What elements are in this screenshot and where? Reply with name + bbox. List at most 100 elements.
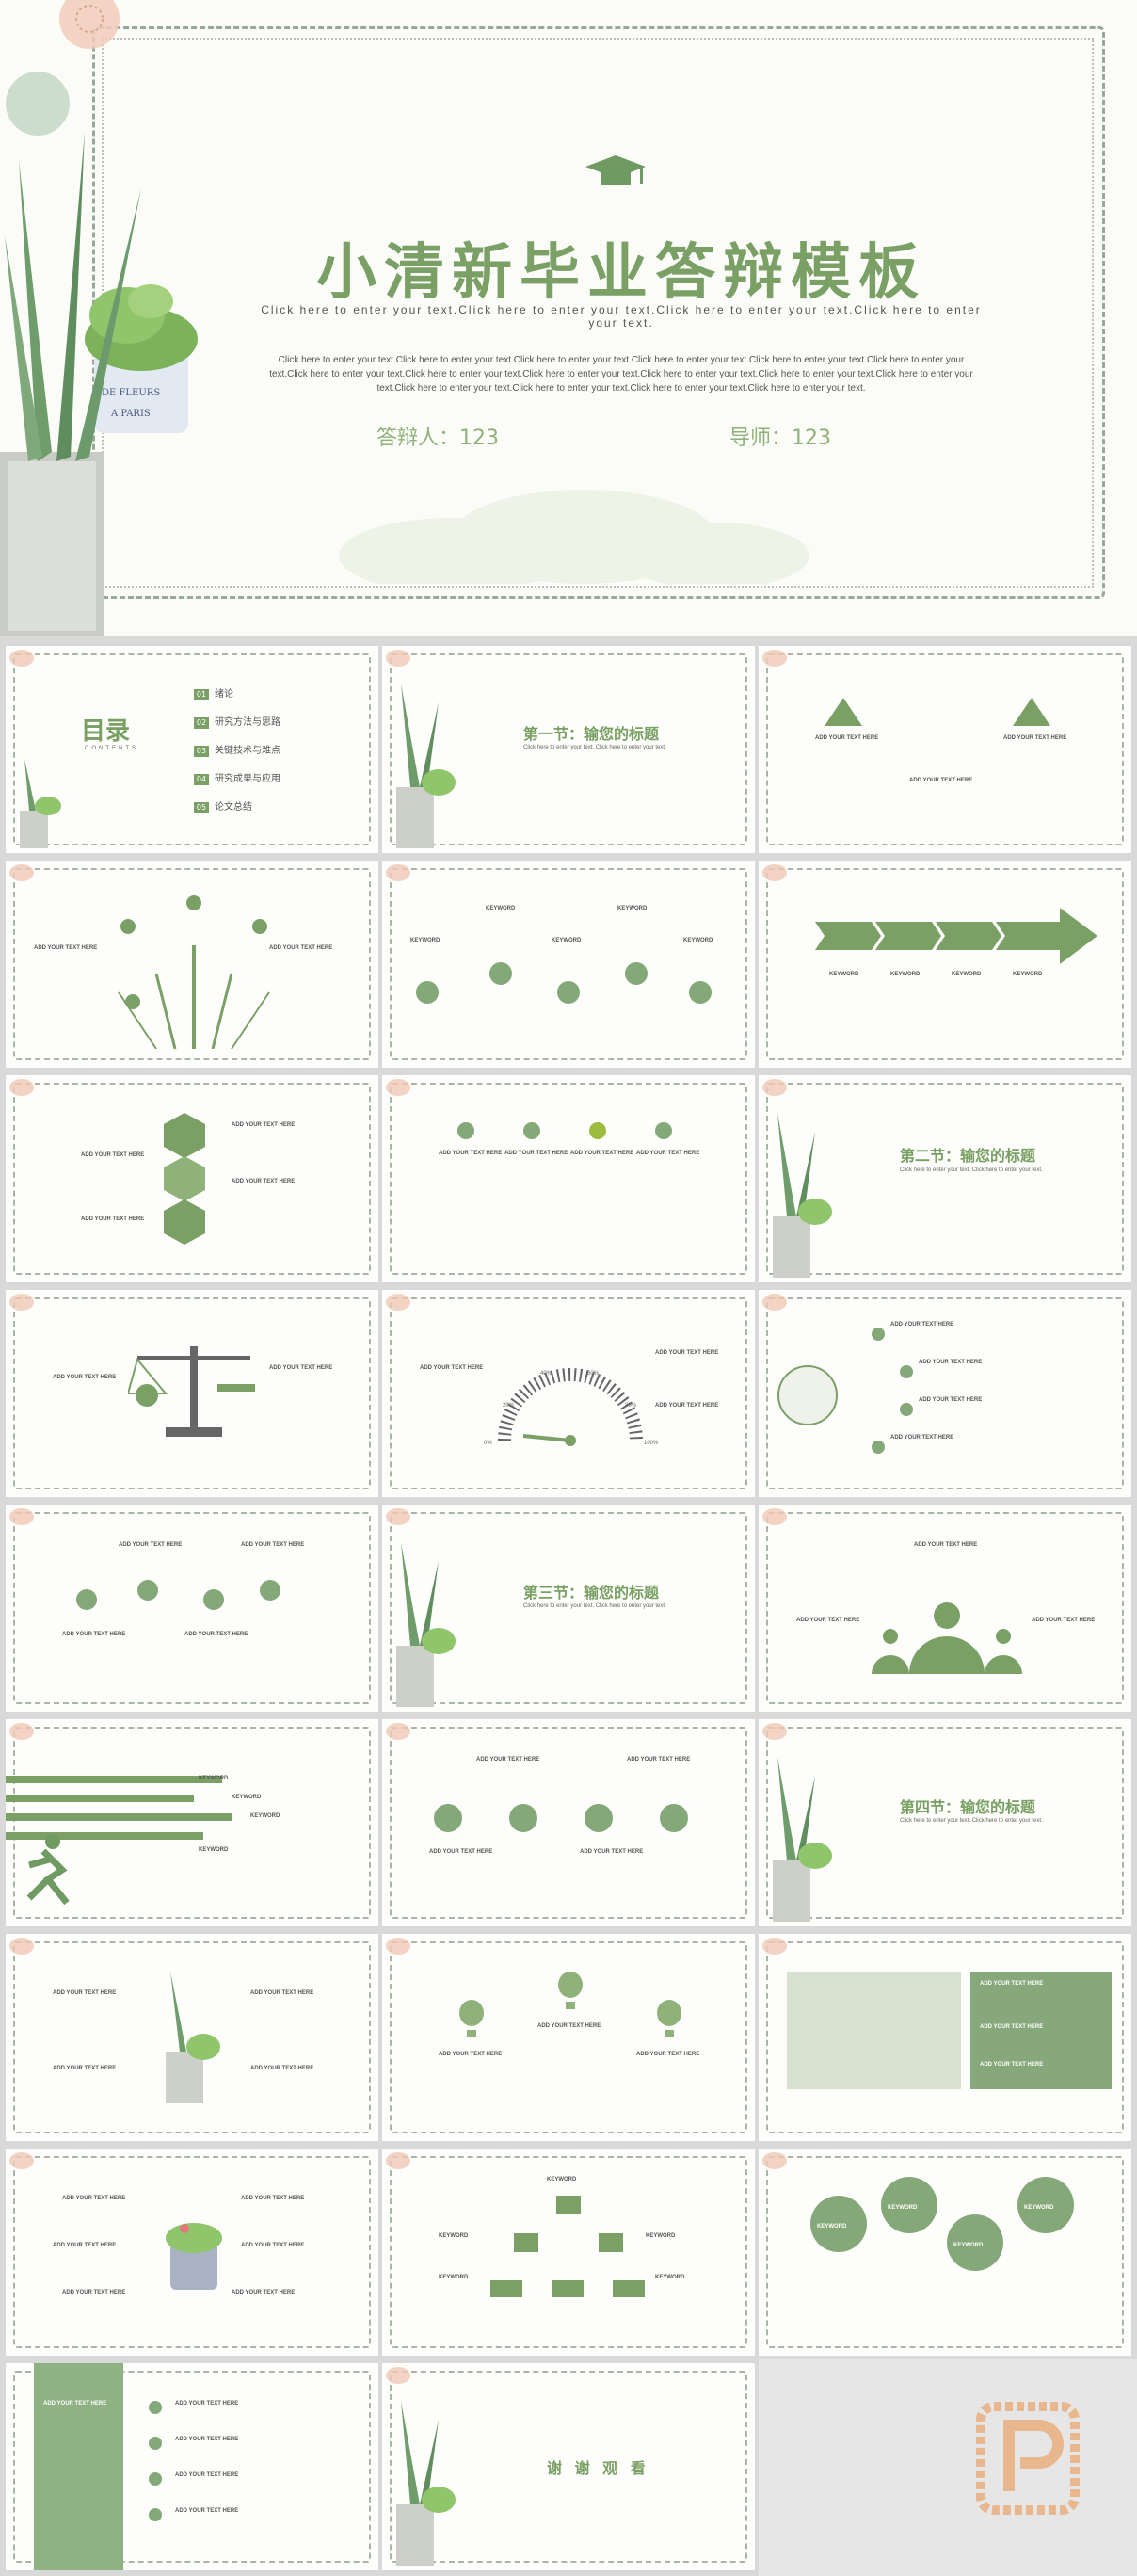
growth-arrows-graphic (118, 895, 270, 1049)
slide-border (13, 1727, 371, 1919)
slide-thumb-section-1[interactable]: 第一节：输您的标题 Click here to enter your text.… (382, 646, 755, 853)
org-node (514, 2233, 538, 2252)
add-text-label: ADD YOUR TEXT HERE (53, 2066, 117, 2071)
slide-thumb-plant-center[interactable]: ADD YOUR TEXT HERE ADD YOUR TEXT HERE AD… (6, 1934, 378, 2141)
svg-text:A PARIS: A PARIS (110, 409, 151, 419)
keyword-label: KEYWORD (410, 938, 440, 943)
slide-thumb-closing[interactable]: 谢 谢 观 看 (382, 2363, 755, 2570)
gauge-tick: 100% (644, 1441, 659, 1446)
toc-subtitle: CONTENTS (85, 746, 138, 751)
slide-thumb-numbered-list[interactable]: ADD YOUR TEXT HERE ADD YOUR TEXT HERE AD… (759, 1290, 1131, 1497)
toc-item[interactable]: 04 研究成果与应用 (194, 770, 280, 785)
keyword-circle (947, 2214, 1003, 2271)
lotus-icon (762, 1723, 787, 1740)
lotus-icon (9, 1723, 34, 1740)
hero-slide[interactable]: DE FLEURS A PARIS 小清新毕业答辩模板 Click here t… (0, 0, 1137, 636)
slide-thumb-section-4[interactable]: 第四节：输您的标题 Click here to enter your text.… (759, 1719, 1131, 1926)
add-text-label: ADD YOUR TEXT HERE (269, 1365, 333, 1371)
list-number-icon (149, 2437, 162, 2450)
slide-thumb-sidebar-list[interactable]: ADD YOUR TEXT HERE ADD YOUR TEXT HERE AD… (6, 2363, 378, 2570)
timeline-step-icon (585, 1804, 613, 1832)
gauge-tick: 40% (540, 1371, 552, 1377)
slide-thumb-photo-text[interactable]: ADD YOUR TEXT HERE ADD YOUR TEXT HERE AD… (759, 1934, 1131, 2141)
keyword-circle (810, 2196, 867, 2252)
slide-thumb-keyword-circles[interactable]: KEYWORD KEYWORD KEYWORD KEYWORD (759, 2149, 1131, 2356)
add-text-label: ADD YOUR TEXT HERE (919, 1360, 983, 1365)
add-text-label: ADD YOUR TEXT HERE (655, 1403, 719, 1409)
slide-thumb-scale[interactable]: ADD YOUR TEXT HERE ADD YOUR TEXT HERE (6, 1290, 378, 1497)
add-text-label: ADD YOUR TEXT HERE (175, 2472, 239, 2478)
slide-border (766, 653, 1124, 845)
paw-icon (260, 1580, 280, 1601)
toc-item[interactable]: 05 论文总结 (194, 798, 252, 813)
slide-border (766, 1297, 1124, 1489)
slide-thumb-runner[interactable]: KEYWORD KEYWORD KEYWORD KEYWORD (6, 1719, 378, 1926)
slide-thumb-four-columns[interactable]: ADD YOUR TEXT HERE ADD YOUR TEXT HERE AD… (382, 1075, 755, 1282)
lotus-icon (386, 2152, 410, 2169)
add-text-label: ADD YOUR TEXT HERE (504, 1151, 568, 1156)
add-text-label: ADD YOUR TEXT HERE (1003, 735, 1067, 741)
add-text-label: ADD YOUR TEXT HERE (439, 1151, 503, 1156)
lotus-icon (386, 1508, 410, 1525)
add-text-label: ADD YOUR TEXT HERE (175, 2437, 239, 2442)
add-text-label: ADD YOUR TEXT HERE (980, 2024, 1044, 2030)
progress-bar (6, 1813, 232, 1821)
org-node (613, 2280, 645, 2297)
runner-icon (26, 1834, 70, 1906)
slide-thumb-paws[interactable]: ADD YOUR TEXT HERE ADD YOUR TEXT HERE AD… (6, 1505, 378, 1712)
add-text-label: ADD YOUR TEXT HERE (232, 2290, 296, 2295)
add-text-label: ADD YOUR TEXT HERE (175, 2401, 239, 2407)
slide-thumb-org-chart[interactable]: KEYWORD KEYWORD KEYWORD KEYWORD KEYWORD (382, 2149, 755, 2356)
add-text-label: ADD YOUR TEXT HERE (232, 1122, 296, 1128)
slide-border (766, 1941, 1124, 2133)
slide-thumb-keywords[interactable]: KEYWORD KEYWORD KEYWORD KEYWORD KEYWORD (382, 861, 755, 1068)
plant-icon (396, 2401, 456, 2566)
plant-icon (773, 1757, 832, 1922)
add-text-label: ADD YOUR TEXT HERE (119, 1542, 183, 1548)
keyword-label: KEYWORD (646, 2233, 676, 2239)
slide-thumb-triangles[interactable]: ADD YOUR TEXT HERE ADD YOUR TEXT HERE AD… (759, 646, 1131, 853)
plant-icon (396, 684, 456, 848)
slide-border (13, 1512, 371, 1704)
slide-thumb-people[interactable]: ADD YOUR TEXT HERE ADD YOUR TEXT HERE AD… (759, 1505, 1131, 1712)
keyword-circle (881, 2177, 937, 2233)
plane-circle-icon (777, 1365, 838, 1425)
slide-border (13, 1297, 371, 1489)
slide-thumb-section-2[interactable]: 第二节：输您的标题 Click here to enter your text.… (759, 1075, 1131, 1282)
add-text-label: ADD YOUR TEXT HERE (570, 1151, 634, 1156)
section-title: 第三节：输您的标题 (523, 1584, 660, 1602)
lotus-icon (762, 1294, 787, 1311)
slide-thumb-balloons[interactable]: ADD YOUR TEXT HERE ADD YOUR TEXT HERE AD… (382, 1934, 755, 2141)
add-text-label: ADD YOUR TEXT HERE (980, 2062, 1044, 2068)
add-text-label: ADD YOUR TEXT HERE (580, 1849, 644, 1855)
slide-border (766, 868, 1124, 1060)
toc-item[interactable]: 03 关键技术与难点 (194, 742, 280, 757)
slide-thumb-toc[interactable]: 目录 CONTENTS 01 绪论 02 研究方法与思路 03 关键技术与难点 04 研… (6, 646, 378, 853)
slide-thumb-arrow-process[interactable]: KEYWORD KEYWORD KEYWORD KEYWORD (759, 861, 1131, 1068)
presentation-description: Click here to enter your text.Click here… (269, 355, 973, 394)
slide-thumb-hexagons[interactable]: ADD YOUR TEXT HERE ADD YOUR TEXT HERE AD… (6, 1075, 378, 1282)
slide-thumb-section-3[interactable]: 第三节：输您的标题 Click here to enter your text.… (382, 1505, 755, 1712)
presentation-title: 小清新毕业答辩模板 (316, 238, 926, 308)
slide-thumb-arrows-up[interactable]: ADD YOUR TEXT HERE ADD YOUR TEXT HERE (6, 861, 378, 1068)
slide-thumb-gauge[interactable]: 0% 20% 40% 60% 80% 100% ADD YOUR TEXT HE… (382, 1290, 755, 1497)
toc-item[interactable]: 02 研究方法与思路 (194, 714, 280, 729)
keyword-label: KEYWORD (1024, 2205, 1054, 2211)
slide-border (390, 2156, 747, 2348)
slide-thumb-pot-center[interactable]: ADD YOUR TEXT HERE ADD YOUR TEXT HERE AD… (6, 2149, 378, 2356)
section-title: 第二节：输您的标题 (900, 1147, 1036, 1165)
add-text-label: ADD YOUR TEXT HERE (53, 1375, 117, 1380)
add-text-label: ADD YOUR TEXT HERE (62, 1632, 126, 1637)
add-text-label: ADD YOUR TEXT HERE (184, 1632, 248, 1637)
toc-item[interactable]: 01 绪论 (194, 685, 233, 700)
slide-border (766, 1512, 1124, 1704)
lotus-decoration (6, 0, 120, 136)
people-icon (872, 1602, 1022, 1674)
lotus-icon (9, 1294, 34, 1311)
lotus-icon (386, 1723, 410, 1740)
column-icon (457, 1122, 474, 1139)
slide-thumb-timeline[interactable]: ADD YOUR TEXT HERE ADD YOUR TEXT HERE AD… (382, 1719, 755, 1926)
list-number-icon (149, 2472, 162, 2486)
balloon-icon (558, 1972, 583, 2009)
lotus-icon (762, 1938, 787, 1955)
